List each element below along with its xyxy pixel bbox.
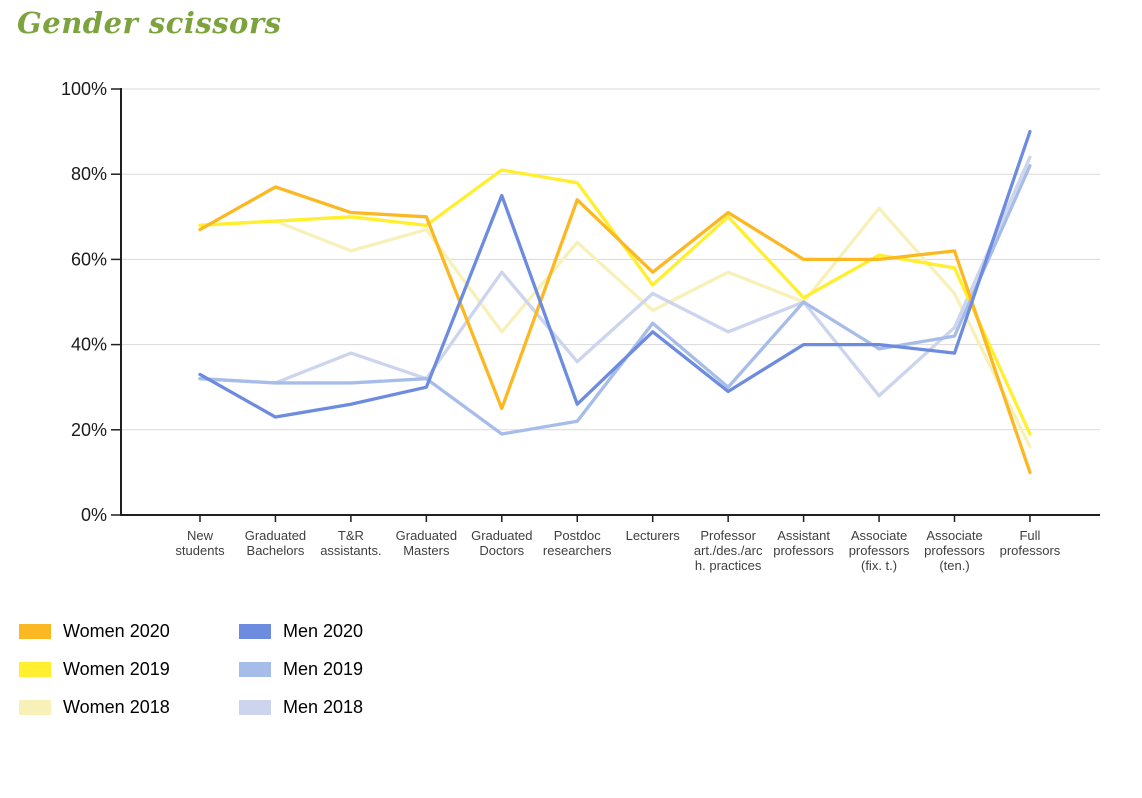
legend-swatch-women-2020 [19, 623, 51, 639]
y-axis-label: 40% [71, 335, 107, 355]
legend-label-women-2020: Women 2020 [63, 620, 170, 641]
legend-item-women-2018: Women 2018 [19, 697, 239, 718]
x-axis-label: Graduated Bachelors [245, 528, 306, 558]
legend-label-women-2019: Women 2019 [63, 658, 170, 679]
x-axis-label: Assistant professors [773, 528, 834, 558]
x-axis-label: New students [175, 528, 225, 558]
legend-label-men-2019: Men 2019 [283, 658, 364, 679]
legend-item-men-2019: Men 2019 [239, 659, 459, 680]
x-axis-label: Full professors [1000, 528, 1061, 558]
legend-item-men-2020: Men 2020 [239, 621, 459, 642]
legend-swatch-men-2019 [239, 661, 271, 677]
y-axis-label: 80% [71, 164, 107, 184]
y-axis-label: 0% [81, 505, 107, 525]
y-axis-label: 60% [71, 249, 107, 269]
legend-swatch-women-2019 [19, 661, 51, 677]
legend-label-men-2020: Men 2020 [283, 620, 364, 641]
y-axis-label: 100% [61, 79, 107, 99]
series-line-women-2020 [198, 185, 1032, 475]
x-axis-label: T&R assistants. [320, 528, 381, 558]
legend-item-women-2020: Women 2020 [19, 621, 239, 642]
x-axis-label: Associate professors (fix. t.) [849, 528, 910, 573]
series-line-women-2018 [198, 206, 1032, 449]
legend-label-men-2018: Men 2018 [283, 696, 364, 717]
y-axis-label: 20% [71, 420, 107, 440]
x-axis-label: Lecturers [626, 528, 681, 543]
legend-item-women-2019: Women 2019 [19, 659, 239, 680]
legend-item-men-2018: Men 2018 [239, 697, 459, 718]
x-axis-label: Associate professors (ten.) [924, 528, 985, 573]
legend-swatch-men-2018 [239, 699, 271, 715]
legend-swatch-women-2018 [19, 699, 51, 715]
legend-label-women-2018: Women 2018 [63, 696, 170, 717]
series-line-men-2019 [198, 164, 1032, 436]
series-line-men-2018 [198, 155, 1032, 398]
series-line-women-2019 [198, 168, 1032, 436]
x-axis-label: Postdoc researchers [543, 528, 612, 558]
x-axis-label: Graduated Doctors [471, 528, 532, 558]
x-axis-label: Professor art./des./arc h. practices [694, 528, 763, 573]
x-axis-label: Graduated Masters [396, 528, 457, 558]
gender-scissors-line-chart: 0% 20% 40% 60% 80% 100% New students Graduated Ba… [61, 79, 1100, 573]
chart-legend: Women 2020 Women 2019 Women 2018 Men 2020 Me… [19, 612, 459, 726]
legend-swatch-men-2020 [239, 623, 271, 639]
chart-title: Gender scissors [17, 6, 282, 40]
series-line-men-2020 [198, 129, 1032, 419]
